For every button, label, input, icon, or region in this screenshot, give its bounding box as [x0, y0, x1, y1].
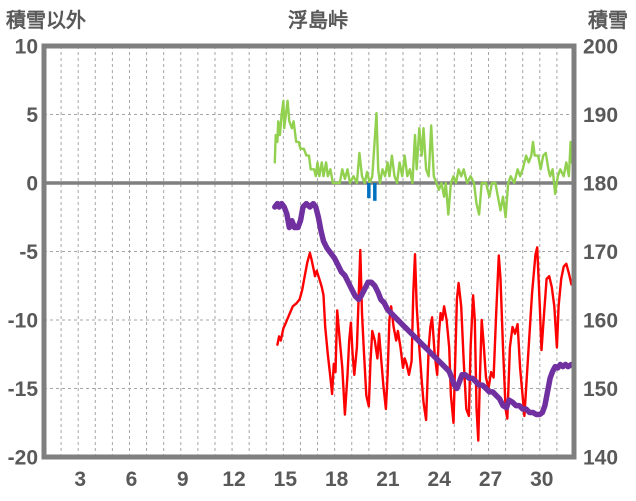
plot-border [41, 43, 577, 460]
x-tick-label: 9 [177, 468, 189, 491]
x-tick-label: 3 [74, 468, 86, 491]
x-tick-label: 30 [530, 468, 553, 491]
y-right-tick-label: 190 [583, 104, 618, 127]
x-tick-label: 27 [479, 468, 502, 491]
series-red-line [276, 246, 573, 442]
y-right-tick-label: 140 [583, 447, 618, 470]
chart-title: 浮島峠 [288, 10, 348, 32]
series-green-line [273, 99, 573, 219]
y-right-tick-label: 150 [583, 378, 618, 401]
x-tick-label: 24 [428, 468, 452, 491]
y-right-tick-label: 160 [583, 310, 618, 333]
series-blue-bars [367, 183, 371, 199]
y-left-tick-label: 0 [26, 173, 38, 196]
y-left-tick-label: -10 [8, 310, 38, 333]
y-left-tick-label: 10 [15, 36, 38, 59]
left-axis-title: 積雪以外 [6, 10, 86, 32]
x-tick-label: 21 [376, 468, 400, 491]
x-tick-label: 15 [274, 468, 298, 491]
series-purple-line [272, 200, 575, 418]
series-blue-bars [373, 183, 377, 201]
x-tick-label: 12 [222, 468, 245, 491]
y-left-tick-label: 5 [26, 104, 38, 127]
x-tick-label: 18 [325, 468, 349, 491]
y-right-tick-label: 200 [583, 36, 618, 59]
y-left-tick-label: -5 [19, 241, 38, 264]
x-tick-label: 6 [126, 468, 138, 491]
y-right-tick-label: 170 [583, 241, 618, 264]
y-left-tick-label: -15 [8, 378, 39, 401]
right-axis-title: 積雪 [588, 10, 628, 32]
y-right-tick-label: 180 [583, 173, 618, 196]
y-left-tick-label: -20 [8, 447, 38, 470]
